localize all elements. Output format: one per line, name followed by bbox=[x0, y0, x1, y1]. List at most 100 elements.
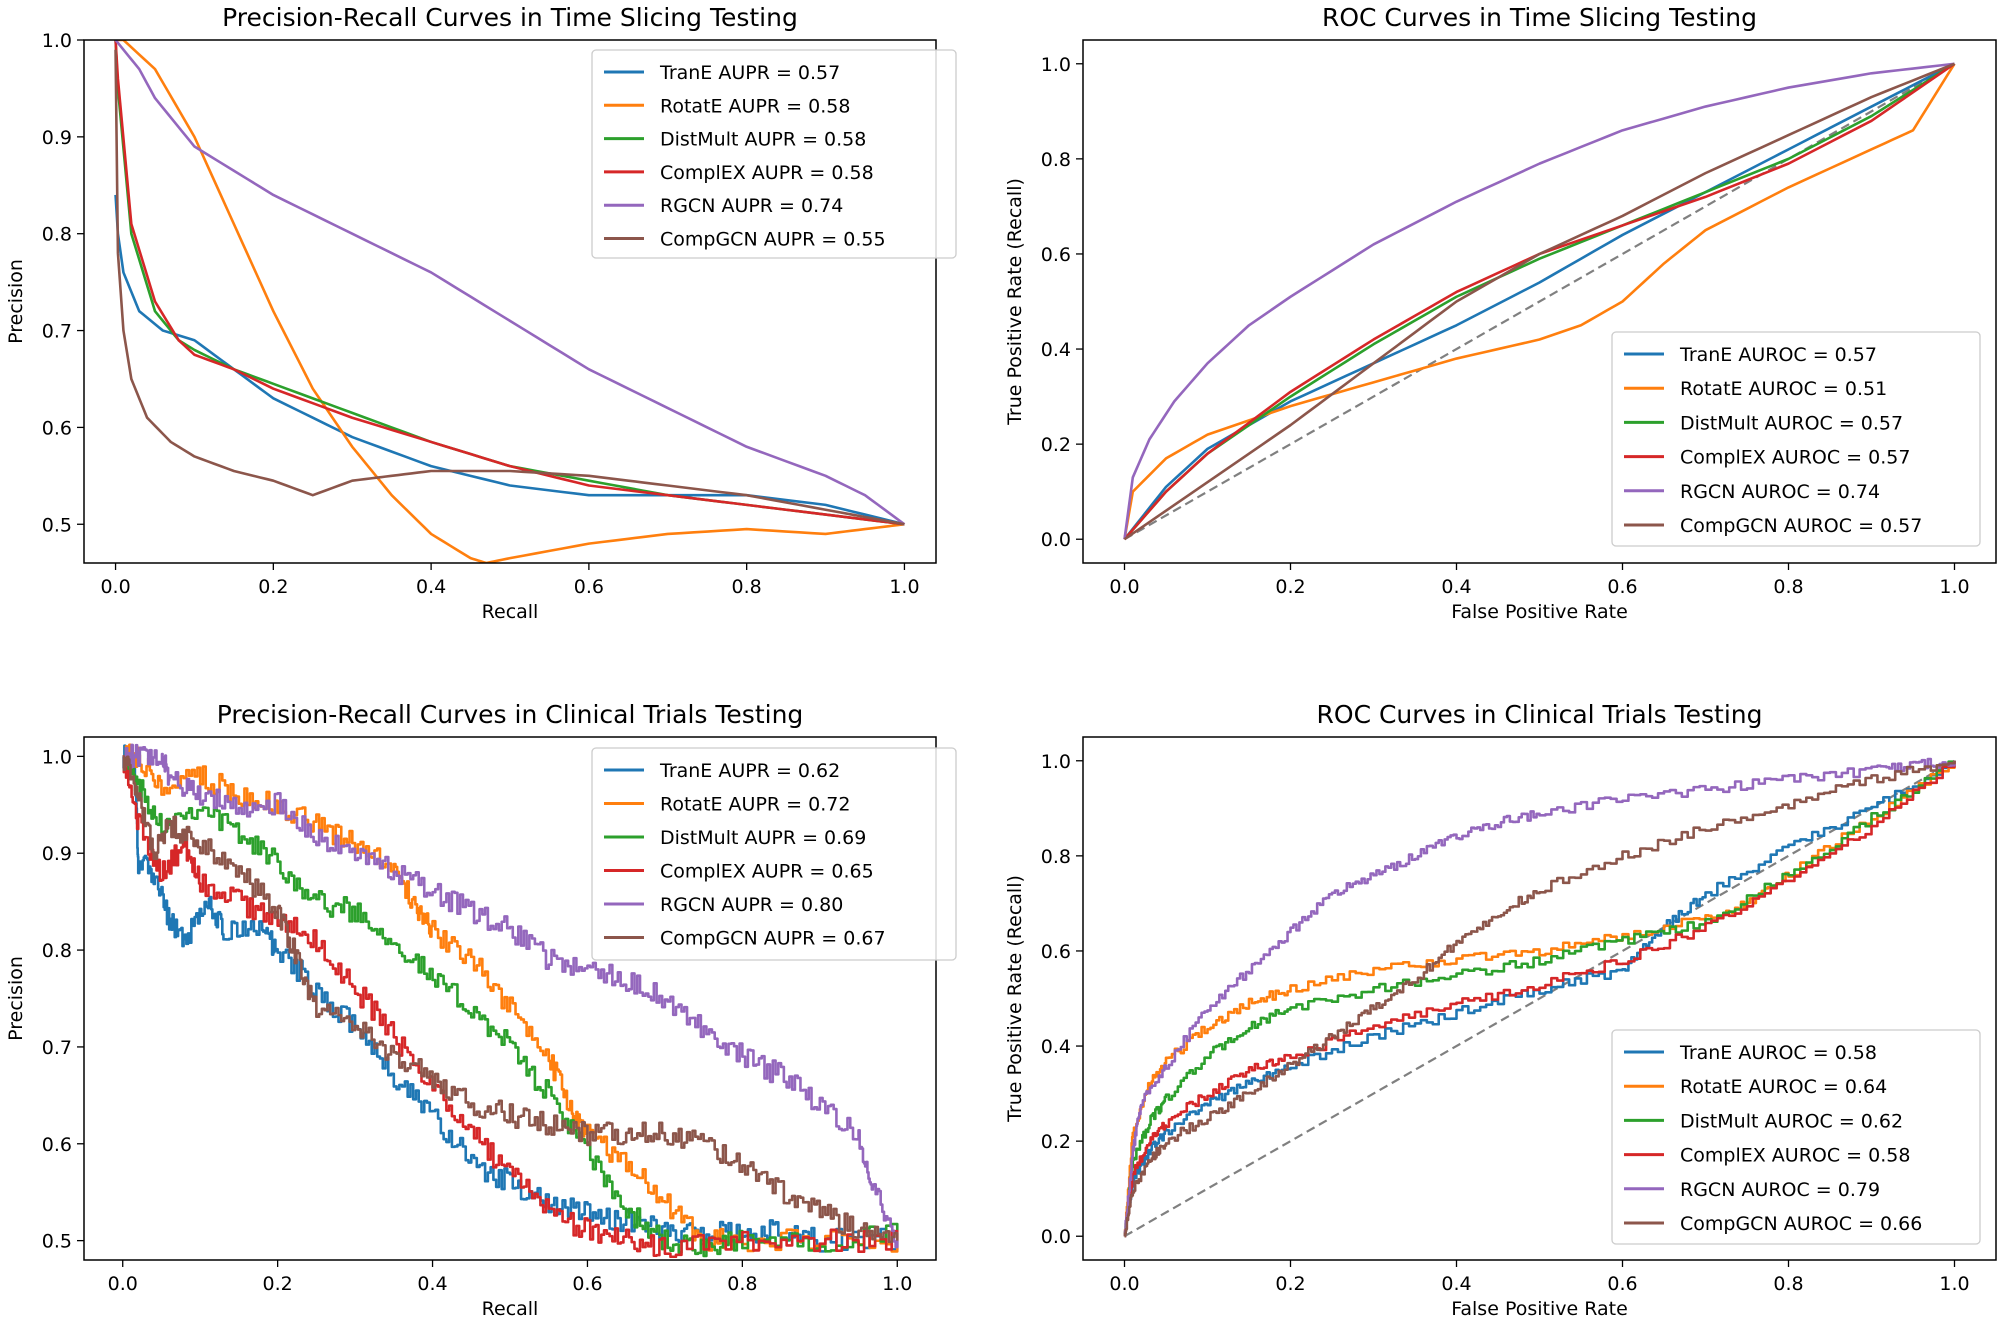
legend-entry: TranE AUROC = 0.58 bbox=[1679, 1042, 1877, 1064]
series-line-complex bbox=[114, 40, 905, 526]
y-tick-label: 0.9 bbox=[42, 127, 72, 149]
y-tick-label: 0.4 bbox=[1041, 1036, 1071, 1058]
y-tick-label: 0.6 bbox=[1041, 941, 1071, 963]
chart-title: ROC Curves in Time Slicing Testing bbox=[1322, 3, 1757, 32]
x-tick-label: 0.6 bbox=[1607, 1273, 1637, 1295]
legend-entry: RGCN AUPR = 0.80 bbox=[660, 894, 843, 916]
y-tick-label: 0.2 bbox=[1041, 434, 1071, 456]
y-tick-label: 0.6 bbox=[1041, 244, 1071, 266]
series-line-rotate bbox=[1123, 63, 1956, 540]
y-tick-label: 0.8 bbox=[42, 224, 72, 246]
y-tick-label: 1.0 bbox=[1041, 54, 1071, 76]
panel-roc-time-slicing: ROC Curves in Time Slicing Testing 0.0 0.2… bbox=[1004, 3, 1997, 623]
y-tick-label: 0.6 bbox=[42, 1134, 72, 1156]
legend-entry: CompGCN AUROC = 0.66 bbox=[1680, 1213, 1922, 1235]
legend-entry: CompGCN AUPR = 0.67 bbox=[660, 928, 886, 950]
legend-entry: RotatE AUROC = 0.51 bbox=[1680, 378, 1887, 400]
y-axis-label: True Positive Rate (Recall) bbox=[1004, 875, 1026, 1123]
y-tick-label: 1.0 bbox=[42, 30, 72, 52]
axes-frame bbox=[83, 39, 937, 564]
legend-entry: RotatE AUROC = 0.64 bbox=[1680, 1076, 1887, 1098]
x-tick-label: 0.8 bbox=[732, 576, 762, 598]
x-axis-label: False Positive Rate bbox=[1451, 1298, 1628, 1320]
chance-diagonal bbox=[1123, 62, 1956, 541]
legend-entry: ComplEX AUPR = 0.65 bbox=[660, 861, 874, 883]
x-tick-label: 0.6 bbox=[1607, 576, 1637, 598]
x-tick-label: 0.6 bbox=[574, 576, 604, 598]
legend-entry: CompGCN AUROC = 0.57 bbox=[1680, 515, 1922, 537]
series-line-rgcn bbox=[114, 40, 906, 526]
x-axis-label: False Positive Rate bbox=[1451, 601, 1628, 623]
x-tick-label: 0.0 bbox=[1109, 576, 1139, 598]
x-tick-label: 1.0 bbox=[1939, 1273, 1969, 1295]
x-tick-label: 0.2 bbox=[258, 576, 288, 598]
x-tick-label: 0.0 bbox=[100, 576, 130, 598]
series-line-rgcn bbox=[1123, 757, 1956, 1238]
y-axis-label: Precision bbox=[5, 259, 27, 344]
x-tick-label: 0.0 bbox=[108, 1273, 138, 1295]
y-tick-label: 0.5 bbox=[42, 514, 72, 536]
y-tick-label: 0.6 bbox=[42, 417, 72, 439]
series-line-rgcn bbox=[122, 743, 899, 1249]
x-tick-label: 0.2 bbox=[1275, 1273, 1305, 1295]
x-tick-label: 0.8 bbox=[727, 1273, 757, 1295]
y-tick-label: 0.4 bbox=[1041, 339, 1071, 361]
series-line-trane bbox=[1123, 62, 1956, 541]
x-tick-label: 0.4 bbox=[417, 1273, 447, 1295]
series-line-complex bbox=[1123, 760, 1956, 1238]
legend-entry: TranE AUPR = 0.62 bbox=[659, 760, 840, 782]
series-line-compgcn bbox=[114, 49, 905, 526]
series-line-rgcn bbox=[1123, 62, 1955, 540]
y-tick-label: 0.8 bbox=[42, 940, 72, 962]
panel-roc-clinical-trials: ROC Curves in Clinical Trials Testing 0.0… bbox=[1004, 700, 1997, 1320]
plot-area bbox=[122, 743, 899, 1259]
legend-entry: CompGCN AUPR = 0.55 bbox=[660, 229, 886, 251]
legend-entry: RGCN AUROC = 0.74 bbox=[1680, 481, 1880, 503]
plot-area bbox=[1123, 757, 1956, 1238]
panel-pr-time-slicing: Precision-Recall Curves in Time Slicing … bbox=[5, 3, 957, 623]
y-tick-label: 0.7 bbox=[42, 1037, 72, 1059]
legend-entry: ComplEX AUROC = 0.58 bbox=[1680, 1145, 1910, 1167]
x-tick-label: 0.4 bbox=[416, 576, 446, 598]
legend: TranE AUPR = 0.62 RotatE AUPR = 0.72 DistM… bbox=[591, 747, 957, 961]
y-tick-label: 0.8 bbox=[1041, 846, 1071, 868]
x-tick-label: 1.0 bbox=[882, 1273, 912, 1295]
y-tick-label: 0.9 bbox=[42, 843, 72, 865]
series-line-compgcn bbox=[1123, 760, 1956, 1238]
y-tick-label: 0.0 bbox=[1041, 1226, 1071, 1248]
legend-entry: TranE AUPR = 0.57 bbox=[659, 62, 840, 84]
y-tick-label: 0.0 bbox=[1041, 529, 1071, 551]
x-tick-label: 0.2 bbox=[1275, 576, 1305, 598]
x-axis-label: Recall bbox=[482, 601, 539, 623]
legend-entry: DistMult AUROC = 0.62 bbox=[1680, 1110, 1903, 1132]
legend-entry: TranE AUROC = 0.57 bbox=[1679, 344, 1877, 366]
x-tick-label: 0.8 bbox=[1773, 576, 1803, 598]
y-tick-label: 1.0 bbox=[1041, 751, 1071, 773]
legend-entry: RGCN AUROC = 0.79 bbox=[1680, 1179, 1880, 1201]
x-tick-label: 0.4 bbox=[1441, 576, 1471, 598]
series-line-compgcn bbox=[1123, 62, 1955, 541]
plot-area bbox=[1123, 62, 1956, 541]
x-tick-label: 0.2 bbox=[263, 1273, 293, 1295]
y-axis-label: Precision bbox=[5, 956, 27, 1041]
legend-entry: RotatE AUPR = 0.58 bbox=[660, 95, 850, 117]
series-line-distmult bbox=[1123, 760, 1956, 1238]
chart-title: Precision-Recall Curves in Time Slicing … bbox=[222, 3, 798, 32]
y-axis-label: True Positive Rate (Recall) bbox=[1004, 178, 1026, 426]
x-tick-label: 0.8 bbox=[1773, 1273, 1803, 1295]
x-tick-label: 0.0 bbox=[1109, 1273, 1139, 1295]
series-line-complex bbox=[1123, 62, 1956, 541]
series-line-rotate bbox=[115, 40, 905, 563]
x-tick-label: 0.6 bbox=[572, 1273, 602, 1295]
legend-box bbox=[591, 747, 957, 961]
chart-title: ROC Curves in Clinical Trials Testing bbox=[1317, 700, 1763, 729]
x-tick-label: 0.4 bbox=[1441, 1273, 1471, 1295]
legend: TranE AUROC = 0.58 RotatE AUROC = 0.64 Dis… bbox=[1611, 1029, 1981, 1245]
legend-entry: DistMult AUROC = 0.57 bbox=[1680, 412, 1903, 434]
legend-entry: RotatE AUPR = 0.72 bbox=[660, 794, 850, 816]
legend-box bbox=[591, 49, 957, 259]
series-line-compgcn bbox=[122, 755, 899, 1244]
legend: TranE AUPR = 0.57 RotatE AUPR = 0.58 DistM… bbox=[591, 49, 957, 259]
axes-frame bbox=[1082, 39, 1997, 564]
